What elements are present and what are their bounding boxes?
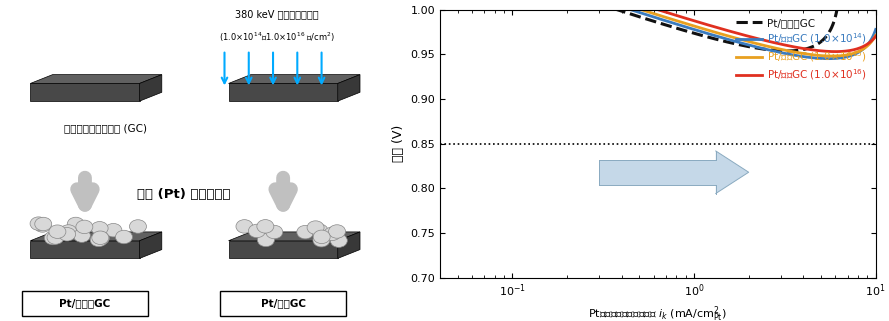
Circle shape bbox=[92, 231, 108, 245]
Polygon shape bbox=[228, 241, 338, 258]
Polygon shape bbox=[228, 75, 360, 83]
Circle shape bbox=[257, 220, 274, 233]
Polygon shape bbox=[338, 75, 360, 101]
Circle shape bbox=[49, 225, 66, 239]
Circle shape bbox=[313, 230, 330, 244]
Polygon shape bbox=[338, 232, 360, 258]
Circle shape bbox=[266, 225, 283, 239]
Circle shape bbox=[92, 231, 109, 245]
Circle shape bbox=[35, 217, 52, 231]
Legend: Pt/未照射GC, Pt/照射GC (1.0×10$^{14}$), Pt/照射GC (1.0×10$^{15}$), Pt/照射GC (1.0×10$^{16: Pt/未照射GC, Pt/照射GC (1.0×10$^{14}$), Pt/照射… bbox=[733, 15, 870, 85]
Circle shape bbox=[258, 233, 275, 247]
FancyBboxPatch shape bbox=[220, 291, 346, 316]
X-axis label: Pt単位面積当たりの電流 $i_k$ (mA/cm$^2_{\mathrm{Pt}}$): Pt単位面積当たりの電流 $i_k$ (mA/cm$^2_{\mathrm{Pt… bbox=[589, 305, 727, 321]
Circle shape bbox=[248, 224, 265, 238]
Polygon shape bbox=[140, 232, 162, 258]
Polygon shape bbox=[716, 151, 749, 194]
Circle shape bbox=[236, 220, 253, 233]
Polygon shape bbox=[599, 160, 716, 185]
Circle shape bbox=[130, 220, 147, 233]
Circle shape bbox=[311, 224, 328, 238]
Circle shape bbox=[105, 223, 122, 237]
Polygon shape bbox=[228, 232, 360, 241]
Circle shape bbox=[68, 217, 84, 231]
Circle shape bbox=[44, 231, 61, 245]
Polygon shape bbox=[30, 232, 162, 241]
Circle shape bbox=[313, 233, 330, 247]
Text: 白金 (Pt) 微粒子堆積: 白金 (Pt) 微粒子堆積 bbox=[137, 188, 231, 201]
Polygon shape bbox=[228, 83, 338, 101]
Text: 380 keV アルゴンイオン: 380 keV アルゴンイオン bbox=[236, 10, 319, 20]
Circle shape bbox=[76, 220, 92, 234]
Polygon shape bbox=[30, 83, 140, 101]
Text: (1.0×10$^{14}$～1.0×10$^{16}$ 個/cm$^2$): (1.0×10$^{14}$～1.0×10$^{16}$ 個/cm$^2$) bbox=[219, 30, 335, 44]
Circle shape bbox=[116, 230, 132, 244]
Text: Pt/未照射GC: Pt/未照射GC bbox=[60, 298, 110, 308]
Circle shape bbox=[59, 228, 76, 241]
Text: Pt/照射GC: Pt/照射GC bbox=[260, 298, 306, 308]
Polygon shape bbox=[140, 75, 162, 101]
Circle shape bbox=[329, 225, 346, 238]
Circle shape bbox=[73, 229, 91, 242]
Circle shape bbox=[324, 227, 340, 240]
Polygon shape bbox=[30, 75, 162, 83]
Polygon shape bbox=[30, 241, 140, 258]
Circle shape bbox=[47, 231, 64, 244]
Circle shape bbox=[92, 221, 108, 235]
Circle shape bbox=[331, 234, 348, 247]
Circle shape bbox=[34, 219, 51, 232]
Y-axis label: 電位 (V): 電位 (V) bbox=[392, 125, 404, 162]
Circle shape bbox=[90, 233, 108, 247]
Circle shape bbox=[60, 225, 76, 238]
Circle shape bbox=[297, 225, 314, 239]
Text: グラッシーカーボン (GC): グラッシーカーボン (GC) bbox=[64, 124, 147, 134]
Circle shape bbox=[307, 221, 324, 234]
Circle shape bbox=[30, 217, 47, 230]
FancyBboxPatch shape bbox=[22, 291, 148, 316]
